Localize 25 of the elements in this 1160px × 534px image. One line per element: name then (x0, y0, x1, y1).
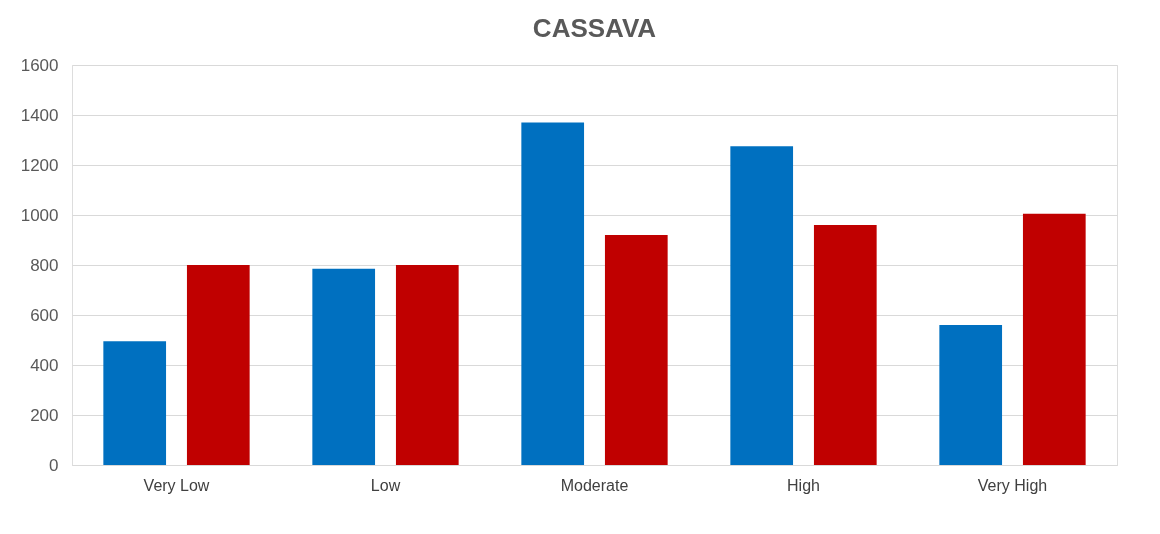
y-tick-label: 1200 (20, 155, 59, 175)
bar (1022, 213, 1086, 465)
bar (813, 225, 877, 465)
x-tick-label: High (787, 476, 820, 494)
y-tick-label: 600 (30, 305, 59, 325)
bar (939, 325, 1003, 465)
y-tick-label: 800 (30, 255, 59, 275)
bar (103, 341, 167, 465)
y-tick-label: 200 (30, 405, 59, 425)
x-tick-label: Very High (977, 476, 1048, 494)
y-tick-label: 1000 (20, 205, 59, 225)
bar (730, 146, 794, 465)
y-tick-label: 1600 (20, 55, 59, 75)
bar (186, 265, 250, 465)
bar (395, 265, 459, 465)
x-tick-label: Moderate (560, 476, 629, 494)
x-tick-label: Very Low (143, 476, 210, 494)
bar (312, 268, 376, 465)
y-tick-label: 1400 (20, 105, 59, 125)
y-tick-label: 0 (49, 455, 59, 475)
x-tick-label: Low (370, 476, 401, 494)
chart-title: CASSAVA (532, 13, 657, 43)
y-tick-label: 400 (30, 355, 59, 375)
bar (521, 122, 585, 465)
bar (604, 235, 668, 465)
